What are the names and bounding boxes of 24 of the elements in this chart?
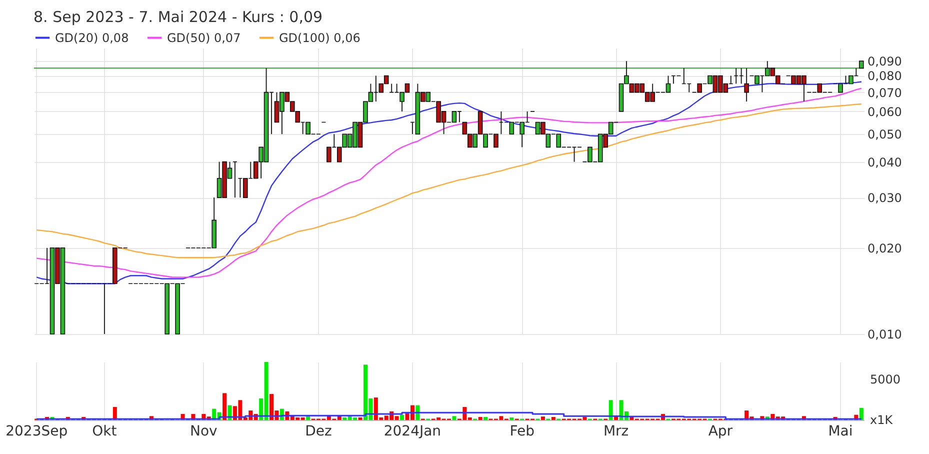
x-tick-label: 2024Jan [384, 424, 442, 440]
legend-label: GD(20) 0,08 [55, 30, 129, 45]
text: 5000 [870, 372, 901, 386]
y-tick-label: 0,050 [868, 128, 902, 142]
x-tick-label: Dez [305, 424, 332, 440]
y-tick-label: 0,060 [868, 104, 902, 119]
x-tick-label: Nov [190, 424, 218, 440]
y-tick-label: 0,010 [868, 328, 902, 342]
y-tick-label: 0,020 [868, 241, 902, 256]
x-tick-label: Feb [510, 424, 535, 440]
x-tick-label: 2023Sep [6, 424, 68, 440]
y-tick-label: 0,040 [868, 155, 902, 170]
x-tick-label: Okt [92, 424, 118, 440]
y-tick-label: 0,030 [868, 191, 902, 206]
chart-title: 8. Sep 2023 - 7. Mai 2024 - Kurs : 0,09 [34, 8, 323, 26]
x-tick-label: Mai [828, 424, 853, 440]
y-tick-label: 0,080 [868, 69, 902, 84]
y-tick-label: 0,070 [868, 86, 902, 100]
y-tick-label: 0,090 [868, 54, 902, 69]
x-tick-label: Mrz [603, 424, 629, 440]
legend-label: GD(50) 0,07 [167, 30, 241, 45]
x-tick-label: Apr [708, 424, 733, 440]
legend-label: GD(100) 0,06 [279, 30, 360, 45]
text: x1K [870, 413, 894, 427]
